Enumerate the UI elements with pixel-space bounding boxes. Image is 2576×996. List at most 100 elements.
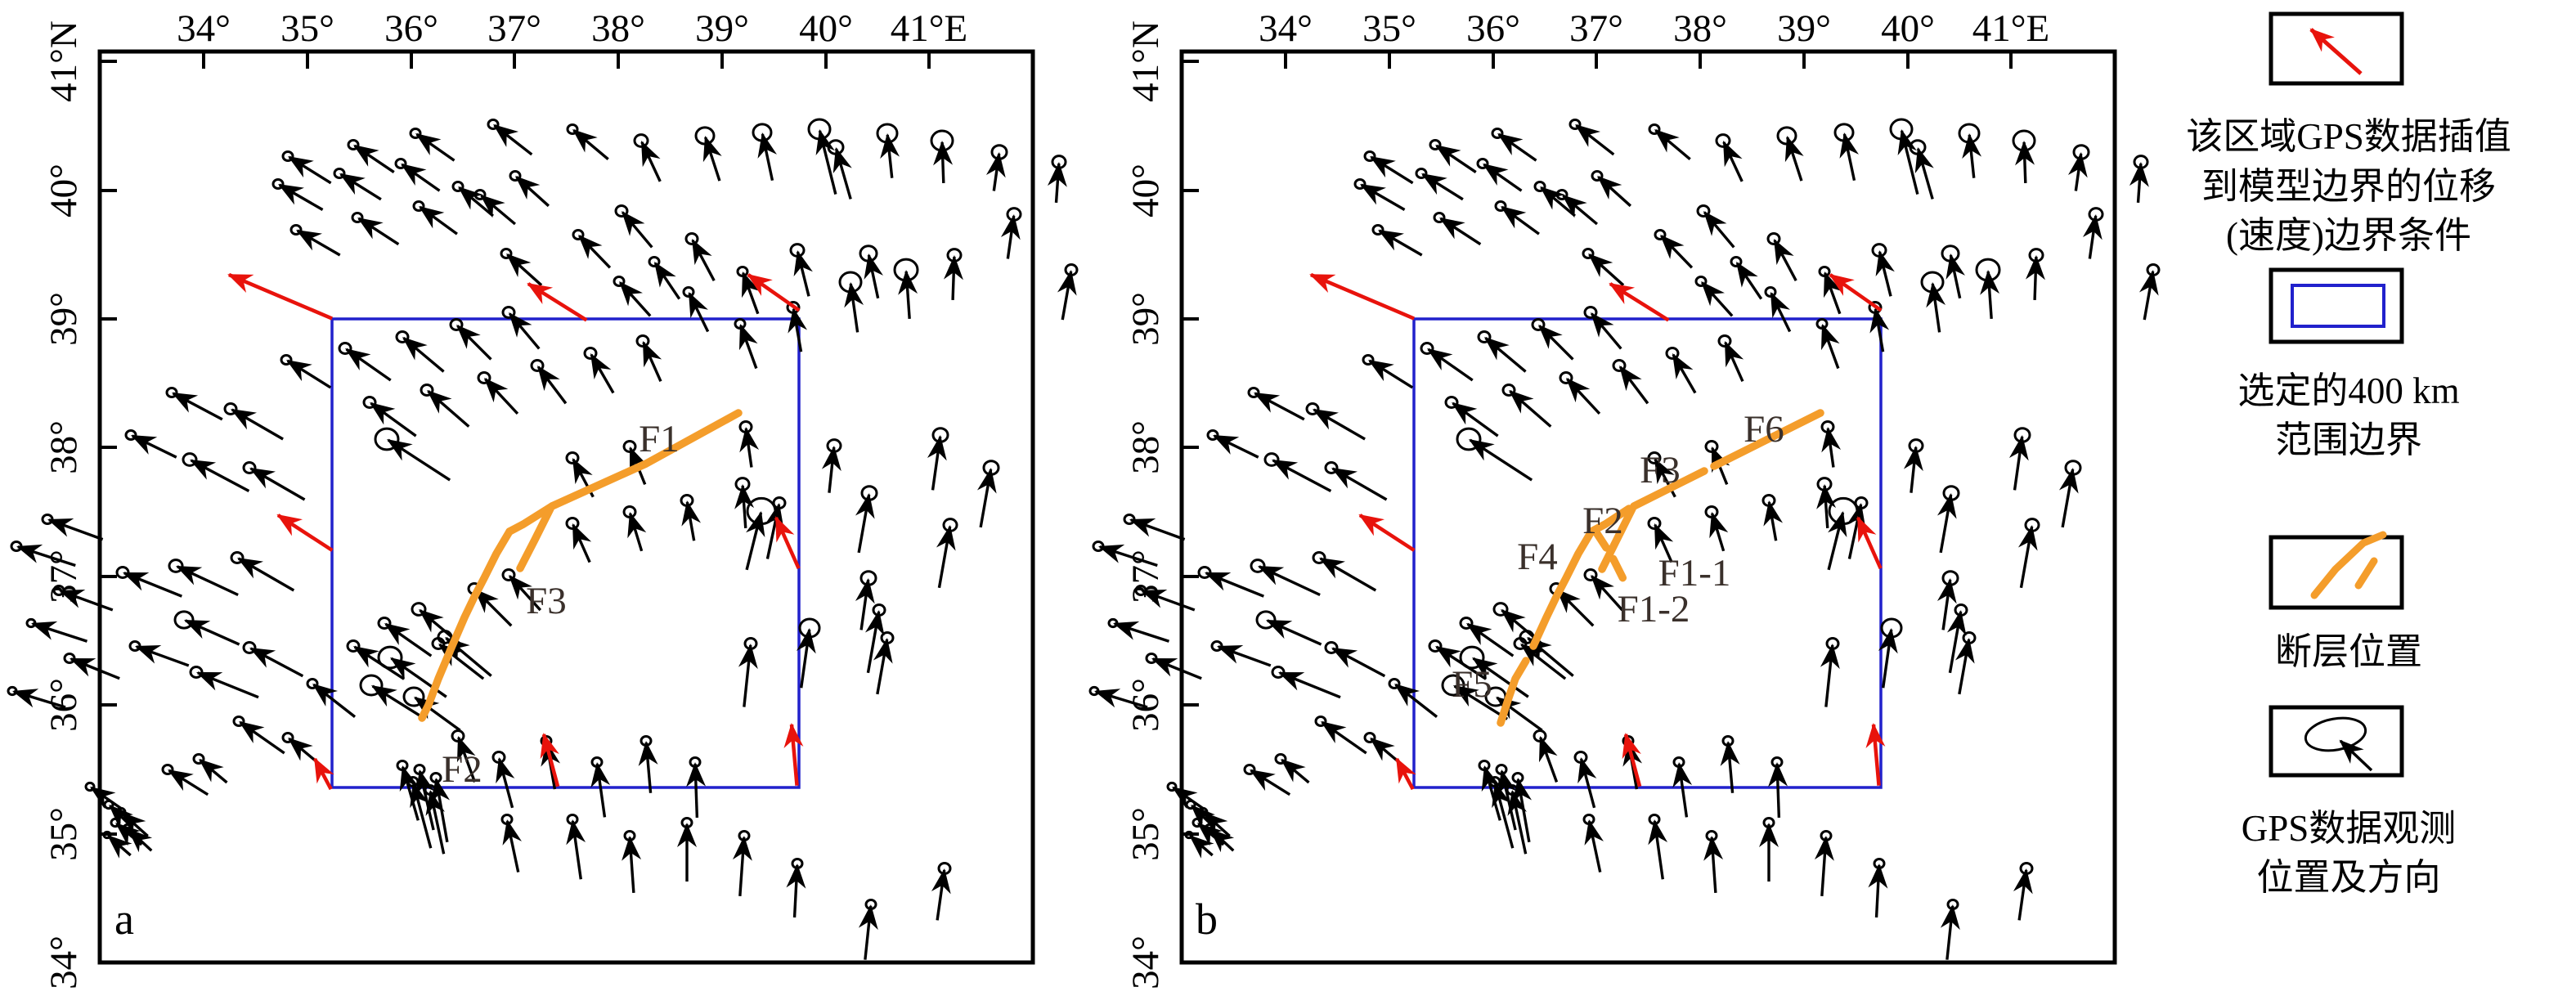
error-ellipse: [1559, 371, 1573, 384]
panel-a-letter: a: [114, 895, 134, 944]
velocity-arrow: [386, 438, 451, 482]
gps-vector: [1184, 830, 1214, 859]
gps-vector: [1494, 200, 1540, 236]
velocity-arrow: [745, 511, 765, 571]
error-ellipse: [124, 428, 137, 442]
velocity-arrow: [357, 217, 400, 246]
error-ellipse: [583, 347, 598, 360]
velocity-arrow: [296, 229, 341, 257]
gps-vector: [936, 518, 958, 589]
gps-vector: [1816, 477, 1837, 528]
gps-vector: [1210, 639, 1272, 667]
velocity-arrow: [815, 129, 837, 195]
legend-label-fault: 断层位置: [2275, 631, 2422, 672]
gps-vector: [1776, 126, 1804, 182]
gps-vector: [1583, 306, 1622, 350]
velocity-arrow: [1331, 467, 1388, 501]
velocity-arrow: [855, 577, 875, 630]
gps-vector: [622, 505, 647, 552]
fault-label: F4: [1517, 536, 1558, 578]
velocity-arrow: [1724, 340, 1744, 383]
gps-vector: [346, 639, 405, 680]
gps-vector: [2012, 129, 2036, 184]
gps-vector: [1501, 384, 1552, 428]
velocity-arrow: [1313, 408, 1366, 441]
error-ellipse-icon: [2304, 716, 2367, 752]
velocity-arrow: [198, 758, 228, 784]
error-ellipse: [565, 451, 580, 464]
gps-vector: [1704, 505, 1729, 552]
gps-vector: [1582, 813, 1604, 873]
velocity-arrow: [642, 340, 662, 383]
velocity-arrow: [1497, 132, 1537, 162]
gps-vector: [1271, 666, 1341, 699]
error-ellipse: [394, 157, 407, 170]
velocity-arrow: [943, 254, 963, 301]
velocity-arrow: [370, 402, 417, 437]
lat-tick-label: 40°: [1124, 164, 1167, 218]
velocity-arrow: [1370, 737, 1411, 773]
velocity-arrow: [691, 239, 716, 282]
boundary-condition-arrow: [1622, 733, 1642, 787]
velocity-arrow: [1566, 378, 1601, 415]
gps-vector-icon: [2339, 739, 2373, 772]
error-ellipse: [1717, 334, 1732, 348]
lon-tick-label: 34°: [177, 7, 231, 50]
velocity-arrow: [702, 136, 722, 182]
gps-vector: [374, 427, 451, 482]
error-ellipse: [242, 461, 257, 474]
gps-vector: [173, 610, 240, 646]
boundary-condition-arrow: [1865, 723, 1886, 786]
gps-vector: [394, 157, 441, 192]
legend-label-boundary-line1: 该区域GPS数据插值: [2186, 116, 2511, 157]
velocity-arrow: [2138, 269, 2159, 321]
gps-vector: [102, 830, 132, 859]
gps-vector: [566, 813, 586, 880]
gps-vector: [25, 617, 88, 643]
velocity-arrow: [2008, 434, 2029, 491]
legend-symbol-box-fault: [2269, 535, 2404, 610]
velocity-arrow: [985, 151, 1006, 191]
fault-trace-branch-icon: [2354, 557, 2378, 590]
gps-vector: [927, 427, 949, 491]
velocity-arrow: [426, 389, 470, 428]
velocity-arrow: [1057, 269, 1077, 321]
velocity-arrow: [757, 132, 777, 182]
velocity-arrow: [1435, 645, 1487, 680]
velocity-arrow: [1839, 132, 1859, 182]
velocity-arrow: [508, 574, 542, 612]
velocity-arrow: [31, 621, 88, 643]
velocity-arrow: [1217, 644, 1272, 667]
velocity-arrow: [312, 683, 357, 718]
velocity-arrow: [167, 769, 209, 796]
panel-b-letter: b: [1196, 895, 1218, 944]
gps-vector: [1513, 637, 1567, 680]
error-ellipse: [633, 133, 649, 148]
gps-vector: [1759, 816, 1779, 882]
velocity-arrow: [1980, 269, 2000, 319]
velocity-arrow: [106, 835, 132, 859]
boundary-condition-arrow: [747, 273, 801, 312]
error-ellipse: [1491, 127, 1504, 140]
gps-vector: [1314, 715, 1367, 755]
velocity-arrow: [638, 740, 658, 793]
velocity-arrow: [410, 781, 433, 849]
velocity-arrow: [1936, 577, 1957, 630]
velocity-arrow: [618, 281, 652, 317]
gps-vector: [590, 756, 611, 818]
gps-vector: [402, 686, 461, 732]
velocity-arrow: [1538, 736, 1559, 783]
gps-vector: [1717, 334, 1744, 383]
gps-vector: [1456, 427, 1533, 482]
gps-vector: [1820, 420, 1842, 468]
gps-vector: [680, 494, 702, 541]
velocity-arrow: [278, 183, 324, 211]
velocity-arrow: [1439, 217, 1482, 246]
gps-vector: [124, 428, 177, 459]
gps-vector: [1936, 485, 1960, 554]
gps-vector: [745, 496, 777, 571]
lon-tick-label: 40°: [1881, 7, 1935, 50]
lon-tick-label: 37°: [487, 7, 541, 50]
error-ellipse: [1353, 177, 1367, 191]
